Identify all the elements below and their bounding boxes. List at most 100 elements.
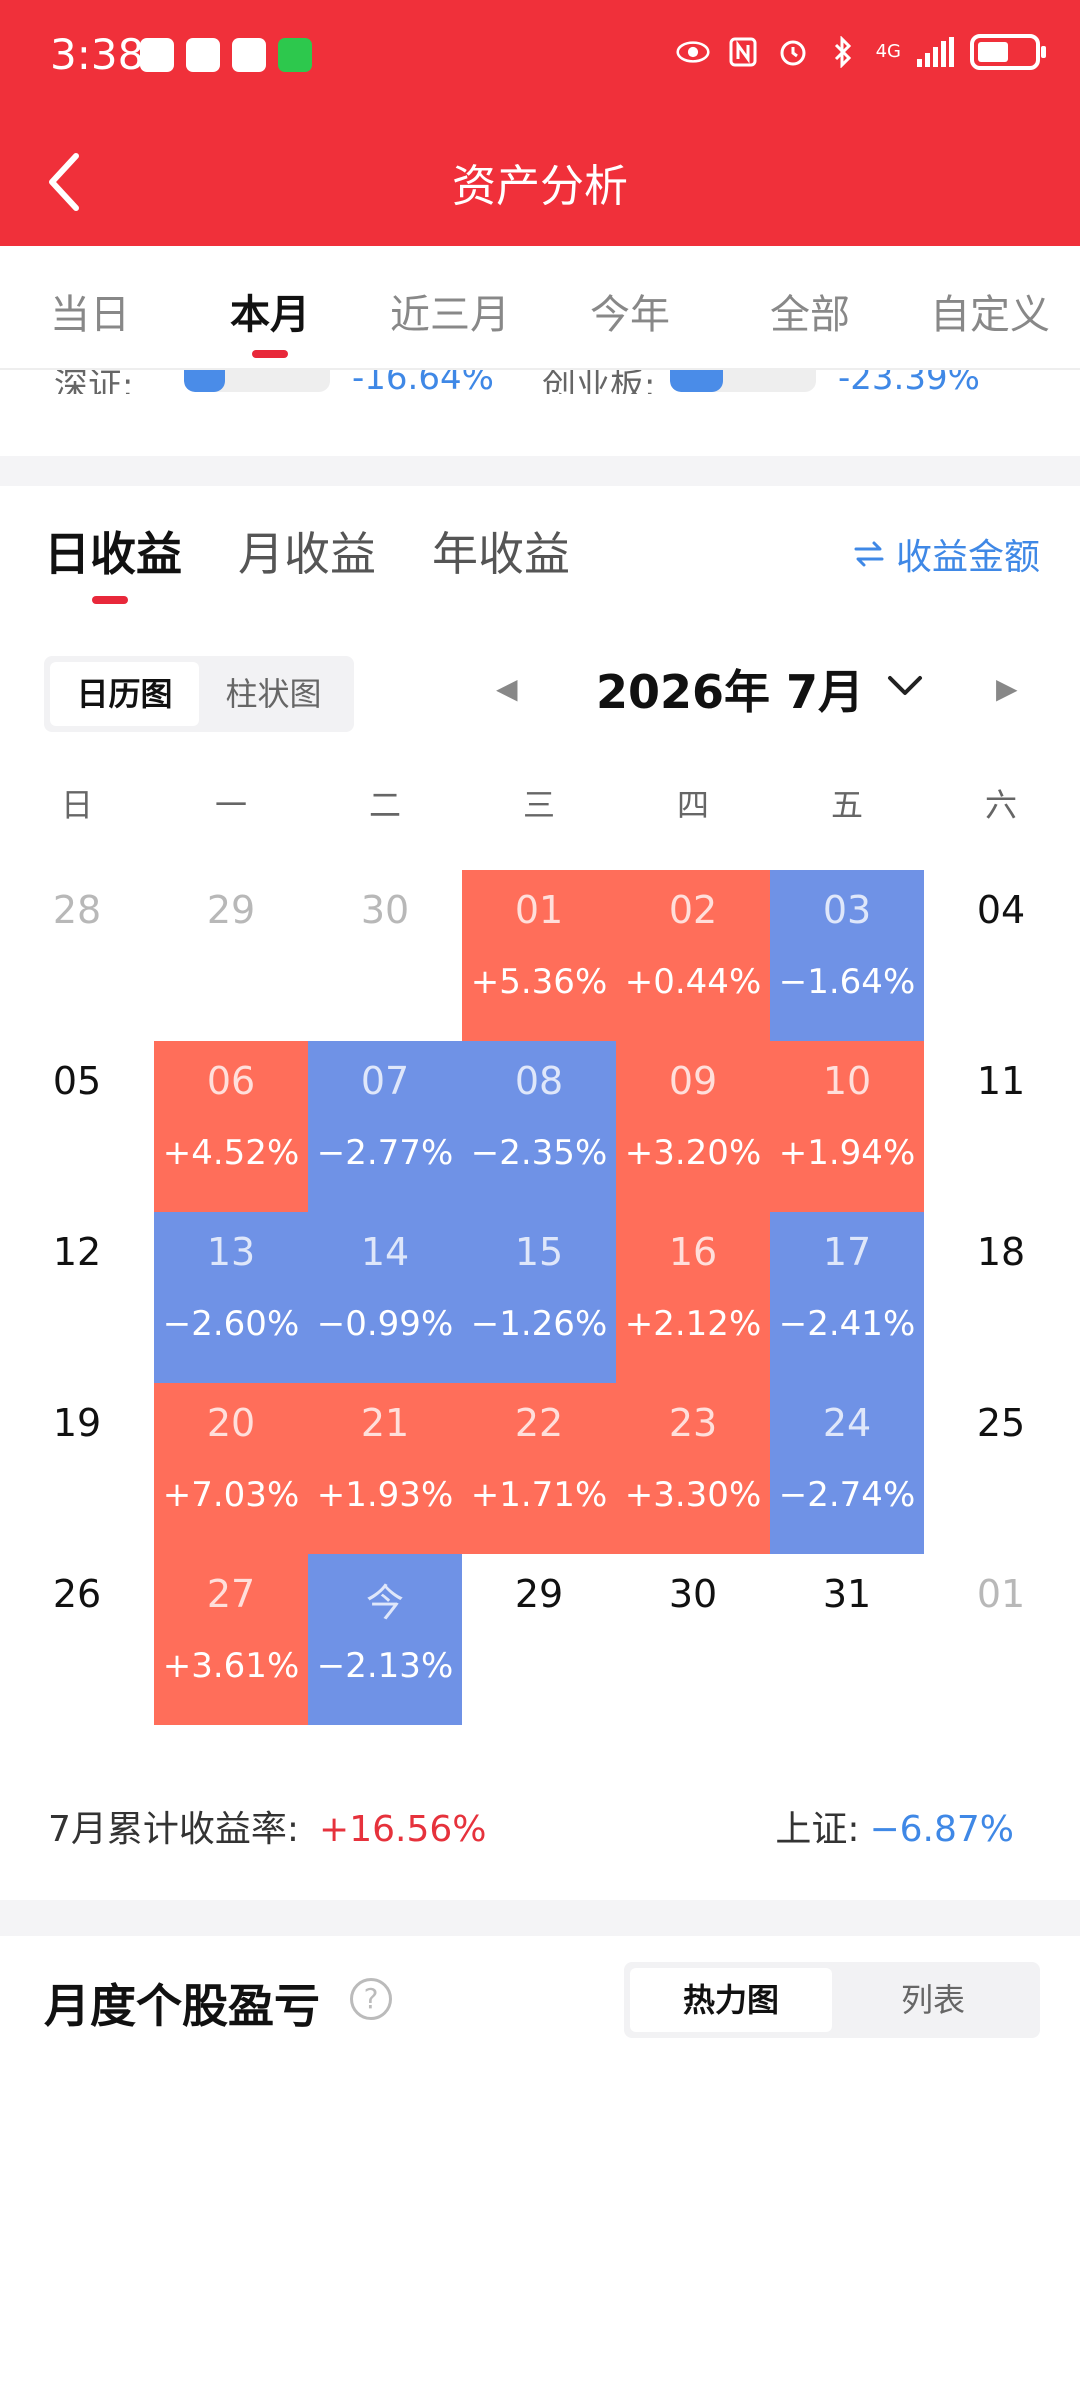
calendar-day-cell[interactable]: 19: [0, 1383, 154, 1554]
calendar-day-cell[interactable]: 04: [924, 870, 1078, 1041]
calendar-day-cell[interactable]: 27 +3.61%: [154, 1554, 308, 1725]
calendar-day-cell[interactable]: 22 +1.71%: [462, 1383, 616, 1554]
triangle-right-icon: ▶: [996, 672, 1018, 705]
calendar-day-cell[interactable]: 30: [308, 870, 462, 1041]
index-value-shenzhen: -16.64%: [352, 370, 494, 394]
calendar-day-return: +2.12%: [624, 1304, 762, 1344]
calendar-day-number: 26: [52, 1572, 102, 1616]
calendar-day-number: 28: [52, 888, 102, 932]
calendar-day-cell[interactable]: 01: [924, 1554, 1078, 1725]
calendar-day-cell[interactable]: 25: [924, 1383, 1078, 1554]
calendar-day-cell[interactable]: 17 −2.41%: [770, 1212, 924, 1383]
calendar-day-cell[interactable]: 10 +1.94%: [770, 1041, 924, 1212]
calendar-day-return: −1.26%: [470, 1304, 608, 1344]
tab-monthly-income[interactable]: 月收益: [238, 527, 376, 581]
tab-yearly-income[interactable]: 年收益: [432, 527, 570, 581]
calendar-day-number: 12: [52, 1230, 102, 1274]
calendar-day-number: 25: [976, 1401, 1026, 1445]
help-icon[interactable]: ?: [350, 1978, 392, 2020]
calendar-day-cell[interactable]: 26: [0, 1554, 154, 1725]
tab-today[interactable]: 当日: [50, 292, 130, 338]
calendar-day-cell[interactable]: 23 +3.30%: [616, 1383, 770, 1554]
index-bar-chinext: [670, 370, 816, 392]
triangle-left-icon: ◀: [496, 672, 518, 705]
calendar-day-number: 29: [514, 1572, 564, 1616]
benchmark-label: 上证:: [775, 1809, 860, 1850]
calendar-day-number: 03: [822, 888, 872, 932]
range-tabs: 当日 本月 近三月 今年 全部 自定义: [0, 246, 1080, 370]
system-icons: 4G: [676, 34, 1046, 70]
benchmark-summary: 上证: −6.87%: [775, 1800, 1014, 1852]
income-amount-toggle[interactable]: 收益金额: [852, 528, 1040, 580]
heatmap-view-button[interactable]: 热力图: [630, 1968, 832, 2032]
calendar-day-cell[interactable]: 05: [0, 1041, 154, 1212]
tab-three-months[interactable]: 近三月: [390, 292, 510, 338]
calendar-day-cell[interactable]: 02 +0.44%: [616, 870, 770, 1041]
signal-icon: [917, 37, 954, 67]
calendar-day-cell[interactable]: 11: [924, 1041, 1078, 1212]
calendar-day-return: −0.99%: [316, 1304, 454, 1344]
tab-daily-income[interactable]: 日收益: [44, 527, 182, 581]
calendar-day-cell[interactable]: 20 +7.03%: [154, 1383, 308, 1554]
calendar-day-cell[interactable]: 07 −2.77%: [308, 1041, 462, 1212]
month-dropdown-button[interactable]: [882, 662, 928, 708]
calendar-day-cell[interactable]: 08 −2.35%: [462, 1041, 616, 1212]
calendar-day-cell[interactable]: 28: [0, 870, 154, 1041]
calendar-day-number: 04: [976, 888, 1026, 932]
calendar-day-cell[interactable]: 13 −2.60%: [154, 1212, 308, 1383]
calendar-day-cell[interactable]: 16 +2.12%: [616, 1212, 770, 1383]
calendar-day-cell[interactable]: 09 +3.20%: [616, 1041, 770, 1212]
tab-all[interactable]: 全部: [770, 292, 850, 338]
tab-custom[interactable]: 自定义: [930, 292, 1050, 338]
calendar-day-number: 29: [206, 888, 256, 932]
calendar-day-cell[interactable]: 31: [770, 1554, 924, 1725]
weekday-label: 六: [984, 786, 1017, 824]
list-view-button[interactable]: 列表: [900, 1981, 965, 2019]
calendar-day-return: +3.30%: [624, 1475, 762, 1515]
calendar-day-cell[interactable]: 29: [154, 870, 308, 1041]
calendar-day-cell[interactable]: 今 −2.13%: [308, 1554, 462, 1725]
prev-month-button[interactable]: ◀: [496, 672, 518, 705]
app-icon: [140, 38, 174, 72]
calendar-day-number: 01: [976, 1572, 1026, 1616]
battery-icon: [970, 34, 1046, 70]
tab-this-year[interactable]: 今年: [590, 292, 670, 338]
calendar-day-cell[interactable]: 14 −0.99%: [308, 1212, 462, 1383]
wechat-icon: [278, 38, 312, 72]
calendar-day-number: 13: [206, 1230, 256, 1274]
calendar-day-cell[interactable]: 01 +5.36%: [462, 870, 616, 1041]
bar-view-button[interactable]: 柱状图: [225, 675, 322, 713]
monthly-return-label: 7月累计收益率:: [48, 1809, 300, 1850]
calendar-day-cell[interactable]: 03 −1.64%: [770, 870, 924, 1041]
status-time: 3:38: [50, 30, 145, 79]
calendar-day-number: 08: [514, 1059, 564, 1103]
calendar-day-cell[interactable]: 24 −2.74%: [770, 1383, 924, 1554]
calendar-day-cell[interactable]: 06 +4.52%: [154, 1041, 308, 1212]
calendar-day-cell[interactable]: 29: [462, 1554, 616, 1725]
alarm-icon: [776, 34, 810, 70]
weekday-label: 四: [676, 786, 709, 824]
calendar-day-cell[interactable]: 30: [616, 1554, 770, 1725]
notification-icons: [140, 38, 312, 72]
calendar-day-number: 09: [668, 1059, 718, 1103]
calendar-view-button[interactable]: 日历图: [50, 662, 199, 726]
calendar-day-return: −2.60%: [162, 1304, 300, 1344]
weekday-header: 日 一 二 三 四 五 六: [0, 780, 1080, 830]
section-divider: [0, 1900, 1080, 1936]
calendar-day-cell[interactable]: 18: [924, 1212, 1078, 1383]
chevron-left-icon: [49, 153, 79, 211]
calendar-day-cell[interactable]: 21 +1.93%: [308, 1383, 462, 1554]
calendar-day-number: 14: [360, 1230, 410, 1274]
section-divider: [0, 456, 1080, 486]
calendar-day-cell[interactable]: 15 −1.26%: [462, 1212, 616, 1383]
next-month-button[interactable]: ▶: [996, 672, 1018, 705]
calendar-day-number: 11: [976, 1059, 1026, 1103]
weekday-label: 日: [60, 786, 93, 824]
calendar-day-return: +1.93%: [316, 1475, 454, 1515]
tab-this-month[interactable]: 本月: [230, 292, 310, 338]
calendar-day-cell[interactable]: 12: [0, 1212, 154, 1383]
income-amount-label: 收益金额: [895, 537, 1040, 578]
index-label-shenzhen: 深证:: [54, 370, 134, 394]
swap-icon: [854, 541, 884, 567]
back-button[interactable]: [36, 146, 96, 218]
